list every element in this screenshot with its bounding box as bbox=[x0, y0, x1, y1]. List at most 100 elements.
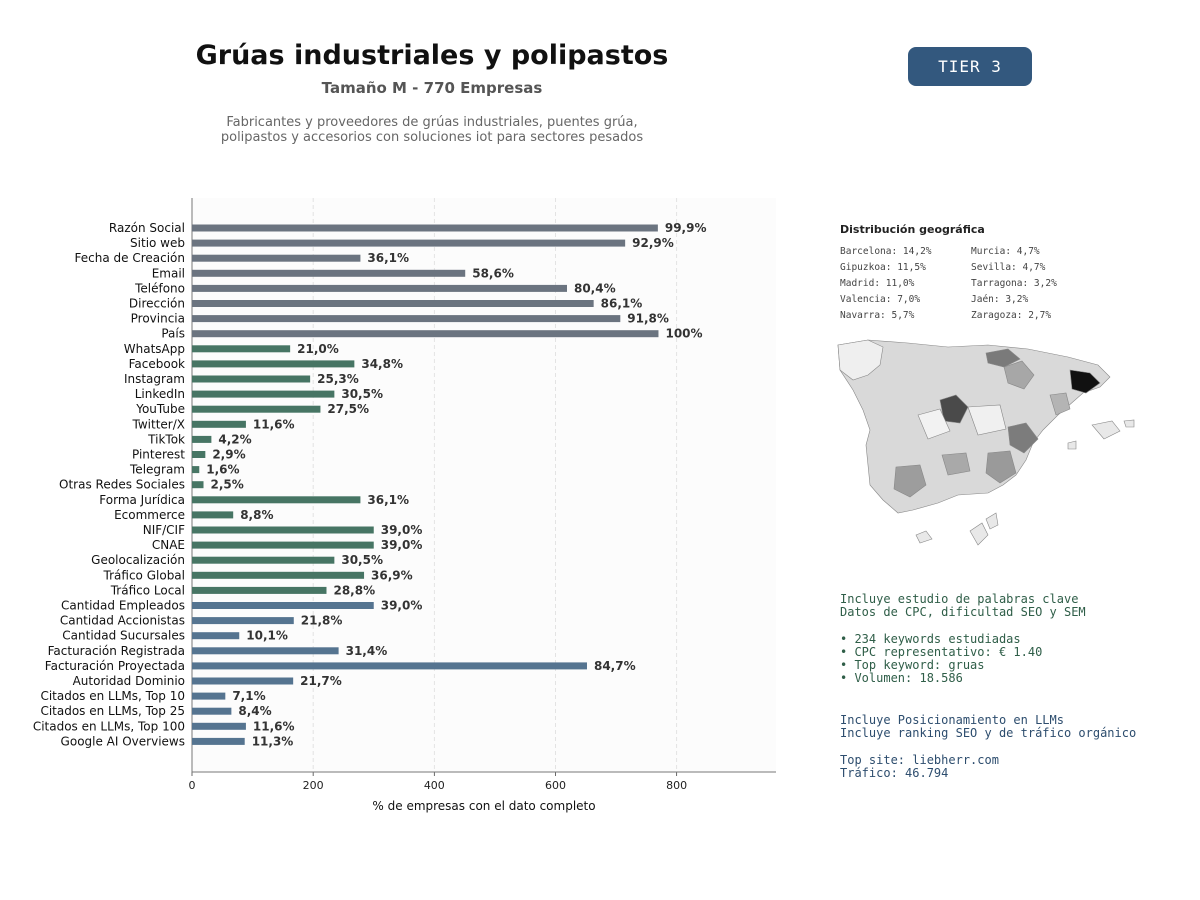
geo-item: Tarragona: 3,2% bbox=[971, 278, 1057, 289]
x-tick-label: 0 bbox=[189, 779, 196, 792]
bar bbox=[192, 511, 234, 519]
geo-item: Barcelona: 14,2% bbox=[840, 246, 932, 257]
category-label: Cantidad Accionistas bbox=[60, 614, 185, 628]
bar bbox=[192, 707, 232, 715]
category-label: Google AI Overviews bbox=[61, 734, 185, 748]
category-label: CNAE bbox=[152, 538, 185, 552]
bar bbox=[192, 466, 200, 474]
bar-chart: 0 200 400 600 800 Razón Social 99,9% Sitio web 9… bbox=[33, 198, 776, 813]
value-label: 10,1% bbox=[246, 629, 288, 643]
category-label: NIF/CIF bbox=[143, 523, 185, 537]
map-region-menorca bbox=[1123, 419, 1135, 428]
category-label: Fecha de Creación bbox=[75, 251, 185, 265]
bar bbox=[192, 300, 594, 307]
category-label: Facebook bbox=[129, 357, 185, 371]
value-label: 2,5% bbox=[211, 478, 244, 492]
bar bbox=[192, 662, 587, 670]
value-label: 8,8% bbox=[240, 508, 273, 522]
map-region-ibiza bbox=[1067, 440, 1077, 450]
map-region-galicia bbox=[837, 339, 884, 381]
bar bbox=[192, 541, 374, 549]
value-label: 36,9% bbox=[371, 568, 413, 582]
geo-item: Sevilla: 4,7% bbox=[971, 262, 1046, 273]
value-label: 21,8% bbox=[301, 614, 343, 628]
category-label: Teléfono bbox=[134, 281, 185, 295]
category-label: Citados en LLMs, Top 25 bbox=[40, 704, 185, 718]
category-label: Cantidad Empleados bbox=[61, 599, 185, 613]
value-label: 99,9% bbox=[665, 221, 707, 235]
geo-distribution-title: Distribución geográfica bbox=[840, 223, 985, 236]
bar bbox=[192, 451, 206, 458]
category-label: YouTube bbox=[135, 402, 185, 416]
value-label: 11,3% bbox=[252, 734, 294, 748]
value-label: 36,1% bbox=[367, 493, 409, 507]
tier-badge: TIER 3 bbox=[908, 47, 1032, 86]
map-region-gipuzkoa bbox=[985, 348, 1021, 368]
bar bbox=[192, 496, 361, 504]
category-label: Dirección bbox=[129, 297, 185, 311]
value-label: 31,4% bbox=[346, 644, 388, 658]
geo-item: Navarra: 5,7% bbox=[840, 310, 915, 321]
map-region-murcia bbox=[985, 450, 1017, 484]
value-label: 21,7% bbox=[300, 674, 342, 688]
map-region-sevilla bbox=[893, 464, 927, 498]
bar bbox=[192, 692, 226, 700]
category-label: Instagram bbox=[124, 372, 185, 386]
geo-item: Gipuzkoa: 11,5% bbox=[840, 262, 926, 273]
bar bbox=[192, 722, 246, 730]
category-label: Razón Social bbox=[109, 221, 185, 235]
category-label: WhatsApp bbox=[124, 342, 185, 356]
category-label: LinkedIn bbox=[135, 387, 185, 401]
geo-distribution-list: Barcelona: 14,2% Murcia: 4,7% Gipuzkoa: 11… bbox=[840, 246, 1102, 322]
category-label: Provincia bbox=[131, 312, 185, 326]
category-label: Citados en LLMs, Top 10 bbox=[40, 689, 185, 703]
value-label: 91,8% bbox=[627, 312, 669, 326]
category-label: Telegram bbox=[129, 463, 185, 477]
bar bbox=[192, 284, 567, 292]
x-axis-label: % de empresas con el dato completo bbox=[372, 799, 595, 813]
geo-item: Madrid: 11,0% bbox=[840, 278, 915, 289]
category-label: Cantidad Sucursales bbox=[62, 629, 185, 643]
value-label: 25,3% bbox=[317, 372, 359, 386]
value-label: 27,5% bbox=[327, 402, 369, 416]
value-label: 80,4% bbox=[574, 281, 616, 295]
bar bbox=[192, 481, 204, 489]
bar bbox=[192, 647, 339, 655]
category-label: Twitter/X bbox=[132, 417, 185, 431]
page-description: Fabricantes y proveedores de grúas indus… bbox=[132, 115, 732, 145]
value-label: 36,1% bbox=[367, 251, 409, 265]
map-region-cuenca bbox=[967, 404, 1007, 436]
map-region-valencia bbox=[1007, 422, 1039, 454]
value-label: 21,0% bbox=[297, 342, 339, 356]
map-region-tarragona bbox=[1049, 392, 1071, 416]
x-tick-label: 200 bbox=[303, 779, 324, 792]
category-label: TikTok bbox=[147, 432, 185, 446]
value-label: 11,6% bbox=[253, 719, 295, 733]
bar bbox=[192, 435, 212, 443]
value-label: 30,5% bbox=[341, 553, 383, 567]
map-region-barcelona bbox=[1069, 369, 1101, 394]
value-label: 34,8% bbox=[361, 357, 403, 371]
bar bbox=[192, 526, 374, 534]
bar bbox=[192, 345, 291, 353]
x-tick-label: 800 bbox=[666, 779, 687, 792]
category-label: Citados en LLMs, Top 100 bbox=[33, 719, 185, 733]
bar bbox=[192, 330, 659, 338]
map-region-canarias bbox=[915, 530, 933, 544]
value-label: 100% bbox=[665, 327, 702, 341]
category-label: País bbox=[161, 327, 185, 341]
map-region-baleares bbox=[1091, 420, 1121, 440]
category-label: Facturación Proyectada bbox=[45, 659, 185, 673]
value-label: 2,9% bbox=[212, 448, 245, 462]
value-label: 58,6% bbox=[472, 266, 514, 280]
value-label: 84,7% bbox=[594, 659, 636, 673]
category-label: Pinterest bbox=[132, 448, 185, 462]
bar bbox=[192, 405, 321, 413]
bar bbox=[192, 737, 245, 745]
value-label: 8,4% bbox=[238, 704, 271, 718]
value-label: 39,0% bbox=[381, 538, 423, 552]
map-region-toledo bbox=[917, 408, 951, 440]
bar bbox=[192, 586, 327, 594]
category-label: Autoridad Dominio bbox=[73, 674, 185, 688]
spain-map bbox=[837, 339, 1135, 546]
